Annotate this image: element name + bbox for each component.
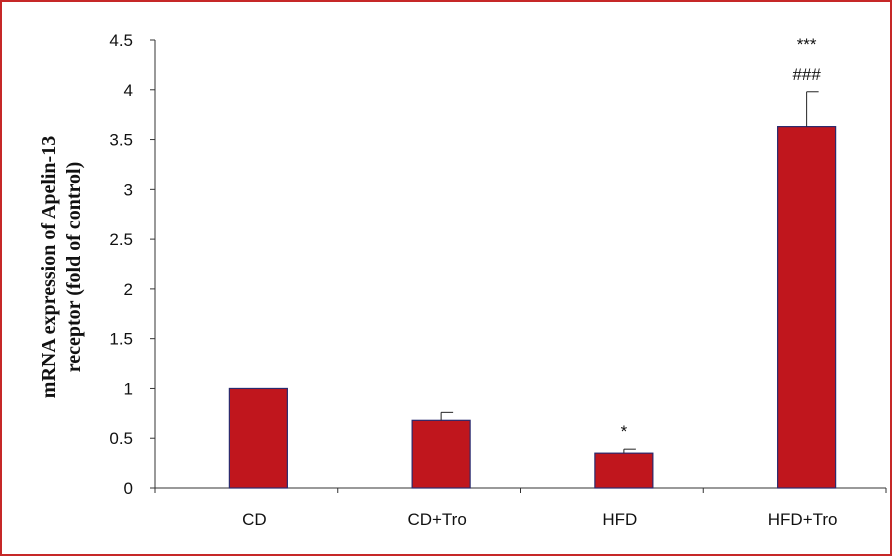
x-category-label: HFD+Tro (768, 510, 838, 529)
y-tick-label: 2.5 (109, 230, 133, 249)
y-tick-label: 0.5 (109, 429, 133, 448)
y-tick-label: 3.5 (109, 131, 133, 150)
bars (228, 91, 837, 489)
y-tick-label: 1 (124, 379, 133, 398)
bar-cd (228, 387, 288, 489)
y-tick-label: 3 (124, 180, 133, 199)
significance-mark: ### (792, 65, 821, 84)
y-axis-label-line2: receptor (fold of control) (63, 162, 85, 373)
y-tick-label: 0 (124, 479, 133, 498)
significance-annotations: ****### (621, 35, 822, 441)
y-tick-label: 2 (124, 280, 133, 299)
x-category-label: HFD (602, 510, 637, 529)
x-category-labels: CD CD+Tro HFD HFD+Tro (242, 510, 837, 529)
significance-mark: *** (797, 35, 817, 54)
bar-hfd-tro (777, 126, 837, 489)
y-ticks: 0 0.5 1 1.5 2 2.5 3 3.5 4 4.5 (109, 31, 155, 498)
y-tick-label: 4.5 (109, 31, 133, 50)
x-category-label: CD+Tro (407, 510, 466, 529)
bar-hfd (594, 452, 654, 489)
bar-cd-tro (411, 419, 471, 489)
y-tick-label: 4 (124, 81, 133, 100)
y-tick-label: 1.5 (109, 330, 133, 349)
significance-mark: * (621, 422, 628, 441)
y-axis-label-line1: mRNA expression of Apelin-13 (38, 136, 60, 398)
x-category-label: CD (242, 510, 267, 529)
